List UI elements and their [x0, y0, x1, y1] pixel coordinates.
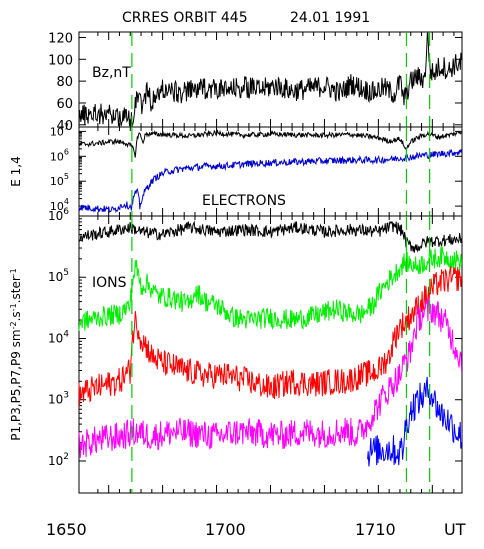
- y-tick-label-bz: 100: [48, 53, 73, 68]
- y-tick-label-bz: 120: [48, 31, 73, 46]
- panel-electrons: 104 105 106 107 ELECTRONS E 1,4: [9, 122, 463, 217]
- series-line-ions-2: [78, 266, 463, 407]
- series-line-electrons-1: [78, 149, 463, 214]
- series-line-ions-0: [78, 220, 463, 253]
- y-tick-label-electrons: 106: [50, 147, 69, 163]
- panel-ions: 102 103 104 105 106 IONS P1,P3,P5,P7,P9 sm-2.s…: [9, 207, 463, 494]
- y-tick-label-ions: 105: [48, 268, 69, 284]
- y-tick-label-electrons: 105: [50, 172, 69, 188]
- x-tick-label-1650: 1650: [46, 520, 87, 539]
- y-tick-label-bz: 80: [56, 75, 73, 90]
- y-tick-label-ions: 102: [48, 452, 69, 468]
- series-line-ions-1: [78, 246, 463, 331]
- y-tick-label-electrons: 107: [50, 122, 69, 138]
- figure-title: CRRES ORBIT 445: [122, 10, 248, 26]
- y-tick-label-electrons: 104: [50, 197, 69, 213]
- x-tick-label-1710: 1710: [355, 520, 396, 539]
- panel-frame-bz: [78, 31, 463, 128]
- y-axis-label-ions: P1,P3,P5,P7,P9 sm-2.s-1.ster-1: [9, 268, 24, 441]
- y-tick-label-ions: 104: [48, 329, 69, 345]
- series-line-ions-4: [367, 376, 462, 467]
- series-line-ions-3: [78, 297, 463, 458]
- x-tick-label-1700: 1700: [205, 520, 246, 539]
- y-tick-label-ions: 103: [48, 391, 69, 407]
- panel-label-electrons: ELECTRONS: [202, 193, 286, 209]
- panel-bz: 40 60 80 100 120 Bz,nT: [48, 31, 463, 134]
- y-tick-label-bz: 40: [56, 119, 73, 134]
- x-axis-unit-label: UT: [444, 520, 466, 539]
- figure-date: 24.01 1991: [290, 10, 370, 26]
- series-line-electrons-0: [78, 129, 462, 158]
- y-tick-label-bz: 60: [56, 97, 73, 112]
- series-line-bz-0: [78, 31, 463, 128]
- panel-label-ions: IONS: [92, 275, 127, 291]
- panel-label-bz: Bz,nT: [92, 65, 131, 81]
- plot-area: 40 60 80 100 120 Bz,nT 104 105 106 107 ELECTRONS E …: [9, 31, 463, 494]
- y-axis-label-electrons: E 1,4: [9, 156, 23, 186]
- y-tick-label-ions: 106: [48, 207, 69, 223]
